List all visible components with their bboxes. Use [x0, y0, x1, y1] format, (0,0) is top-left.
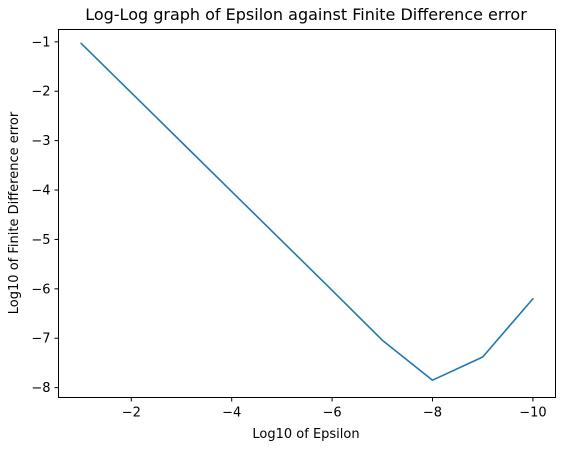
x-axis-label: Log10 of Epsilon: [252, 427, 359, 442]
y-tick-label: −8: [31, 381, 50, 396]
y-axis-label: Log10 of Finite Difference error: [7, 111, 22, 314]
x-tick-label: −4: [222, 406, 241, 421]
x-tick-label: −2: [122, 406, 141, 421]
x-tick-label: −8: [423, 406, 442, 421]
y-tick-label: −2: [31, 85, 50, 100]
y-tick-label: −7: [31, 332, 50, 347]
chart-title: Log-Log graph of Epsilon against Finite …: [85, 5, 527, 24]
y-tick-label: −3: [31, 134, 50, 149]
series-line: [80, 42, 534, 382]
y-axis-ticks: −1 −2 −3 −4 −5 −6 −7 −8: [31, 35, 59, 396]
x-tick-label: −10: [519, 406, 546, 421]
x-tick-label: −6: [323, 406, 342, 421]
plot-frame: [58, 29, 556, 398]
y-tick-label: −4: [31, 184, 50, 199]
plot-series: [80, 42, 534, 382]
y-tick-label: −1: [31, 35, 50, 50]
y-tick-label: −6: [31, 282, 50, 297]
x-axis-ticks: −2 −4 −6 −8 −10: [122, 397, 547, 421]
y-tick-label: −5: [31, 233, 50, 248]
